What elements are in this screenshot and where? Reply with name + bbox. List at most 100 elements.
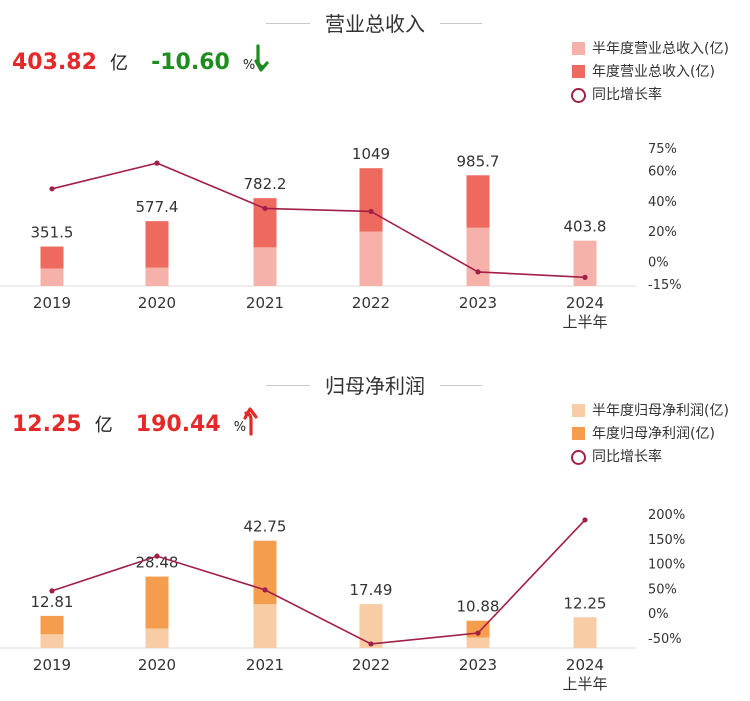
legend-swatch [572, 65, 585, 78]
y2-tick-label: 75% [648, 142, 677, 157]
legend-label: 半年度归母净利润(亿) [592, 403, 729, 419]
bar-half-year [359, 604, 383, 648]
legend-item-annual: 年度营业总收入(亿) [570, 61, 748, 84]
legend-label: 同比增长率 [592, 449, 662, 465]
legend-swatch [572, 42, 585, 55]
y2-tick-label: 60% [648, 165, 677, 180]
y2-tick-label: 0% [648, 255, 669, 270]
x-tick-label: 2021 [246, 294, 284, 312]
legend-swatch [571, 450, 586, 465]
x-tick-label: 2019 [33, 656, 71, 674]
chart-title-row: 归母净利润 [0, 368, 750, 398]
yoy-growth-point [262, 205, 268, 212]
revenue-plot: 351.5 2019 577.4 2020 782.2 2021 1049 2022 985.7… [0, 142, 682, 331]
headline-value: 12.25 [12, 412, 82, 437]
x-tick-label: 2024 [566, 294, 604, 312]
arrow-down-icon [254, 44, 269, 72]
x-tick-sublabel: 上半年 [562, 675, 607, 693]
title-divider-left [266, 385, 310, 386]
net-profit-plot: 12.81 2019 28.48 2020 42.75 2021 17.49 2022 10.8… [0, 508, 685, 693]
bar-half-year [40, 268, 64, 286]
x-tick-label: 2024 [566, 656, 604, 674]
bar-half-year [145, 628, 169, 648]
legend-item-annual: 年度归母净利润(亿) [570, 423, 748, 446]
bar-half-year [466, 227, 490, 286]
x-tick-label: 2023 [459, 656, 497, 674]
yoy-growth-point [368, 641, 374, 647]
bar-half-year [573, 617, 597, 648]
x-tick-label: 2022 [352, 294, 390, 312]
yoy-growth-point [154, 553, 160, 559]
y2-tick-label: 100% [648, 558, 685, 573]
legend-swatch [572, 404, 585, 417]
y2-tick-label: -15% [648, 278, 682, 293]
legend-item-yoy: 同比增长率 [570, 84, 748, 107]
y2-tick-label: 200% [648, 508, 685, 523]
y2-tick-label: 20% [648, 225, 677, 240]
bar-data-label: 10.88 [457, 598, 500, 616]
headline-unit: 亿 [94, 415, 113, 436]
x-tick-label: 2021 [246, 656, 284, 674]
bar-data-label: 12.81 [31, 593, 74, 611]
chart-title-row: 营业总收入 [0, 6, 750, 36]
legend-item-half-year: 半年度营业总收入(亿) [570, 38, 748, 61]
bar-half-year [253, 247, 277, 286]
headline-value: 403.82 [12, 50, 97, 75]
headline-pct-unit: % [242, 58, 256, 73]
x-tick-label: 2020 [138, 656, 176, 674]
yoy-growth-line [51, 519, 586, 645]
bar-half-year [573, 240, 597, 286]
headline-unit: 亿 [110, 53, 128, 74]
headline-pct-change: -10.60 [151, 50, 230, 75]
bar-data-label: 1049 [352, 145, 390, 163]
net-profit-chart-panel: 归母净利润 12.25 亿 190.44 % 半年度归母净利润(亿) 年度归母净… [0, 362, 750, 701]
bar-data-label: 12.25 [564, 594, 607, 612]
y2-tick-label: 150% [648, 533, 685, 548]
chart-legend: 半年度营业总收入(亿) 年度营业总收入(亿) 同比增长率 [570, 38, 748, 107]
bar-data-label: 577.4 [136, 198, 179, 216]
yoy-growth-line [51, 162, 586, 279]
yoy-growth-point [262, 587, 268, 593]
yoy-growth-point [49, 588, 55, 594]
bar-data-label: 985.7 [457, 152, 500, 170]
bar-half-year [466, 637, 490, 648]
bar-data-label: 42.75 [244, 518, 287, 536]
legend-label: 同比增长率 [592, 87, 662, 103]
title-divider-right [440, 23, 482, 24]
bar-data-label: 351.5 [31, 224, 74, 242]
revenue-chart-panel: 营业总收入 403.82 亿 -10.60 % 半年度营业总收入(亿) 年度营业… [0, 0, 750, 350]
x-tick-label: 2023 [459, 294, 497, 312]
yoy-growth-point [368, 208, 374, 215]
yoy-growth-point [475, 630, 481, 636]
yoy-growth-point [49, 186, 55, 192]
bar-data-label: 17.49 [350, 581, 393, 599]
y2-tick-label: 50% [648, 582, 677, 597]
headline-pct-unit: % [233, 420, 247, 435]
bar-data-label: 782.2 [244, 175, 287, 193]
legend-label: 年度归母净利润(亿) [592, 426, 715, 442]
headline-summary: 12.25 亿 190.44 % [12, 411, 246, 443]
bar-half-year [145, 267, 169, 286]
x-tick-label: 2020 [138, 294, 176, 312]
yoy-growth-point [475, 269, 481, 275]
chart-legend: 半年度归母净利润(亿) 年度归母净利润(亿) 同比增长率 [570, 400, 748, 469]
y2-tick-label: 40% [648, 195, 677, 210]
legend-swatch [572, 427, 585, 440]
headline-summary: 403.82 亿 -10.60 % [12, 49, 255, 81]
bar-half-year [40, 634, 64, 648]
x-tick-label: 2019 [33, 294, 71, 312]
legend-label: 半年度营业总收入(亿) [592, 41, 729, 57]
legend-item-yoy: 同比增长率 [570, 446, 748, 469]
y2-tick-label: -50% [648, 632, 682, 647]
title-divider-left [266, 23, 310, 24]
yoy-growth-point [154, 160, 160, 166]
title-divider-right [440, 385, 482, 386]
headline-pct-change: 190.44 [135, 412, 221, 437]
y2-tick-label: 0% [648, 607, 669, 622]
x-tick-sublabel: 上半年 [562, 313, 607, 331]
bar-half-year [253, 604, 277, 648]
arrow-up-icon [243, 407, 258, 436]
legend-swatch [571, 88, 586, 103]
x-tick-label: 2022 [352, 656, 390, 674]
bar-data-label: 28.48 [136, 554, 179, 572]
